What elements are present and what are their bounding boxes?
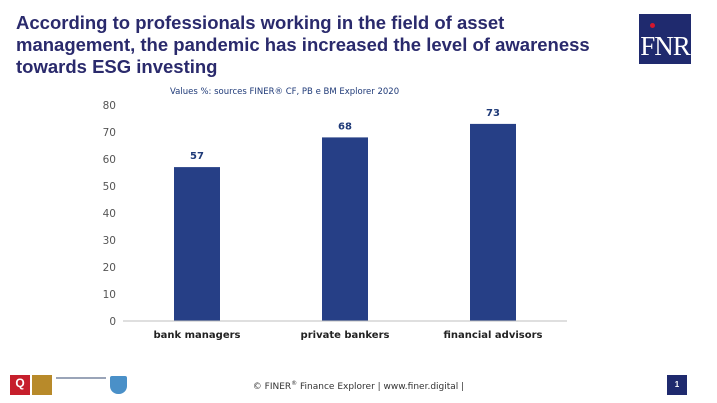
y-tick-label: 40 [103,208,116,220]
y-tick-label: 20 [103,262,116,274]
x-axis: bank managers private bankers financial ad… [123,320,567,341]
bar-value-label: 57 [190,151,204,162]
footer-registered-mark: ® [291,380,298,387]
slide-title: According to professionals working in th… [16,12,590,77]
y-tick-label: 80 [103,100,116,112]
y-tick-label: 10 [103,289,116,301]
chart-subtitle: Values %: sources FINER® CF, PB e BM Exp… [170,87,400,97]
y-tick-label: 30 [103,235,116,247]
gold-badge-logo [32,375,52,395]
logo-text: FNR [640,31,691,61]
page-number: 1 [667,375,687,395]
confindustria-logo [56,377,106,395]
bar-value-label: 73 [486,108,500,119]
bar-value-label: 68 [338,121,352,132]
logo-dot-icon [650,23,655,28]
y-tick-label: 60 [103,154,116,166]
footer-logos: Q [10,371,130,397]
y-tick-label: 50 [103,181,116,193]
certification-shield-icon [110,376,127,394]
x-category-label: bank managers [153,330,240,341]
bar [322,137,368,321]
x-category-label: private bankers [301,330,390,341]
y-tick-label: 70 [103,127,116,139]
bar [470,123,516,322]
q-certification-logo: Q [10,375,30,395]
bar [174,167,220,321]
y-tick-label: 0 [109,316,116,328]
footer-copyright: © FINER® Finance Explorer | www.finer.di… [0,380,717,392]
bars-group: 57 68 73 [174,108,516,322]
footer-copyright-rest: Finance Explorer | www.finer.digital | [297,382,465,392]
y-axis: 0 10 20 30 40 50 60 70 80 [103,100,116,328]
finer-logo: FNR [639,14,691,64]
footer-copyright-prefix: © FINER [252,382,292,392]
x-category-label: financial advisors [444,330,543,341]
